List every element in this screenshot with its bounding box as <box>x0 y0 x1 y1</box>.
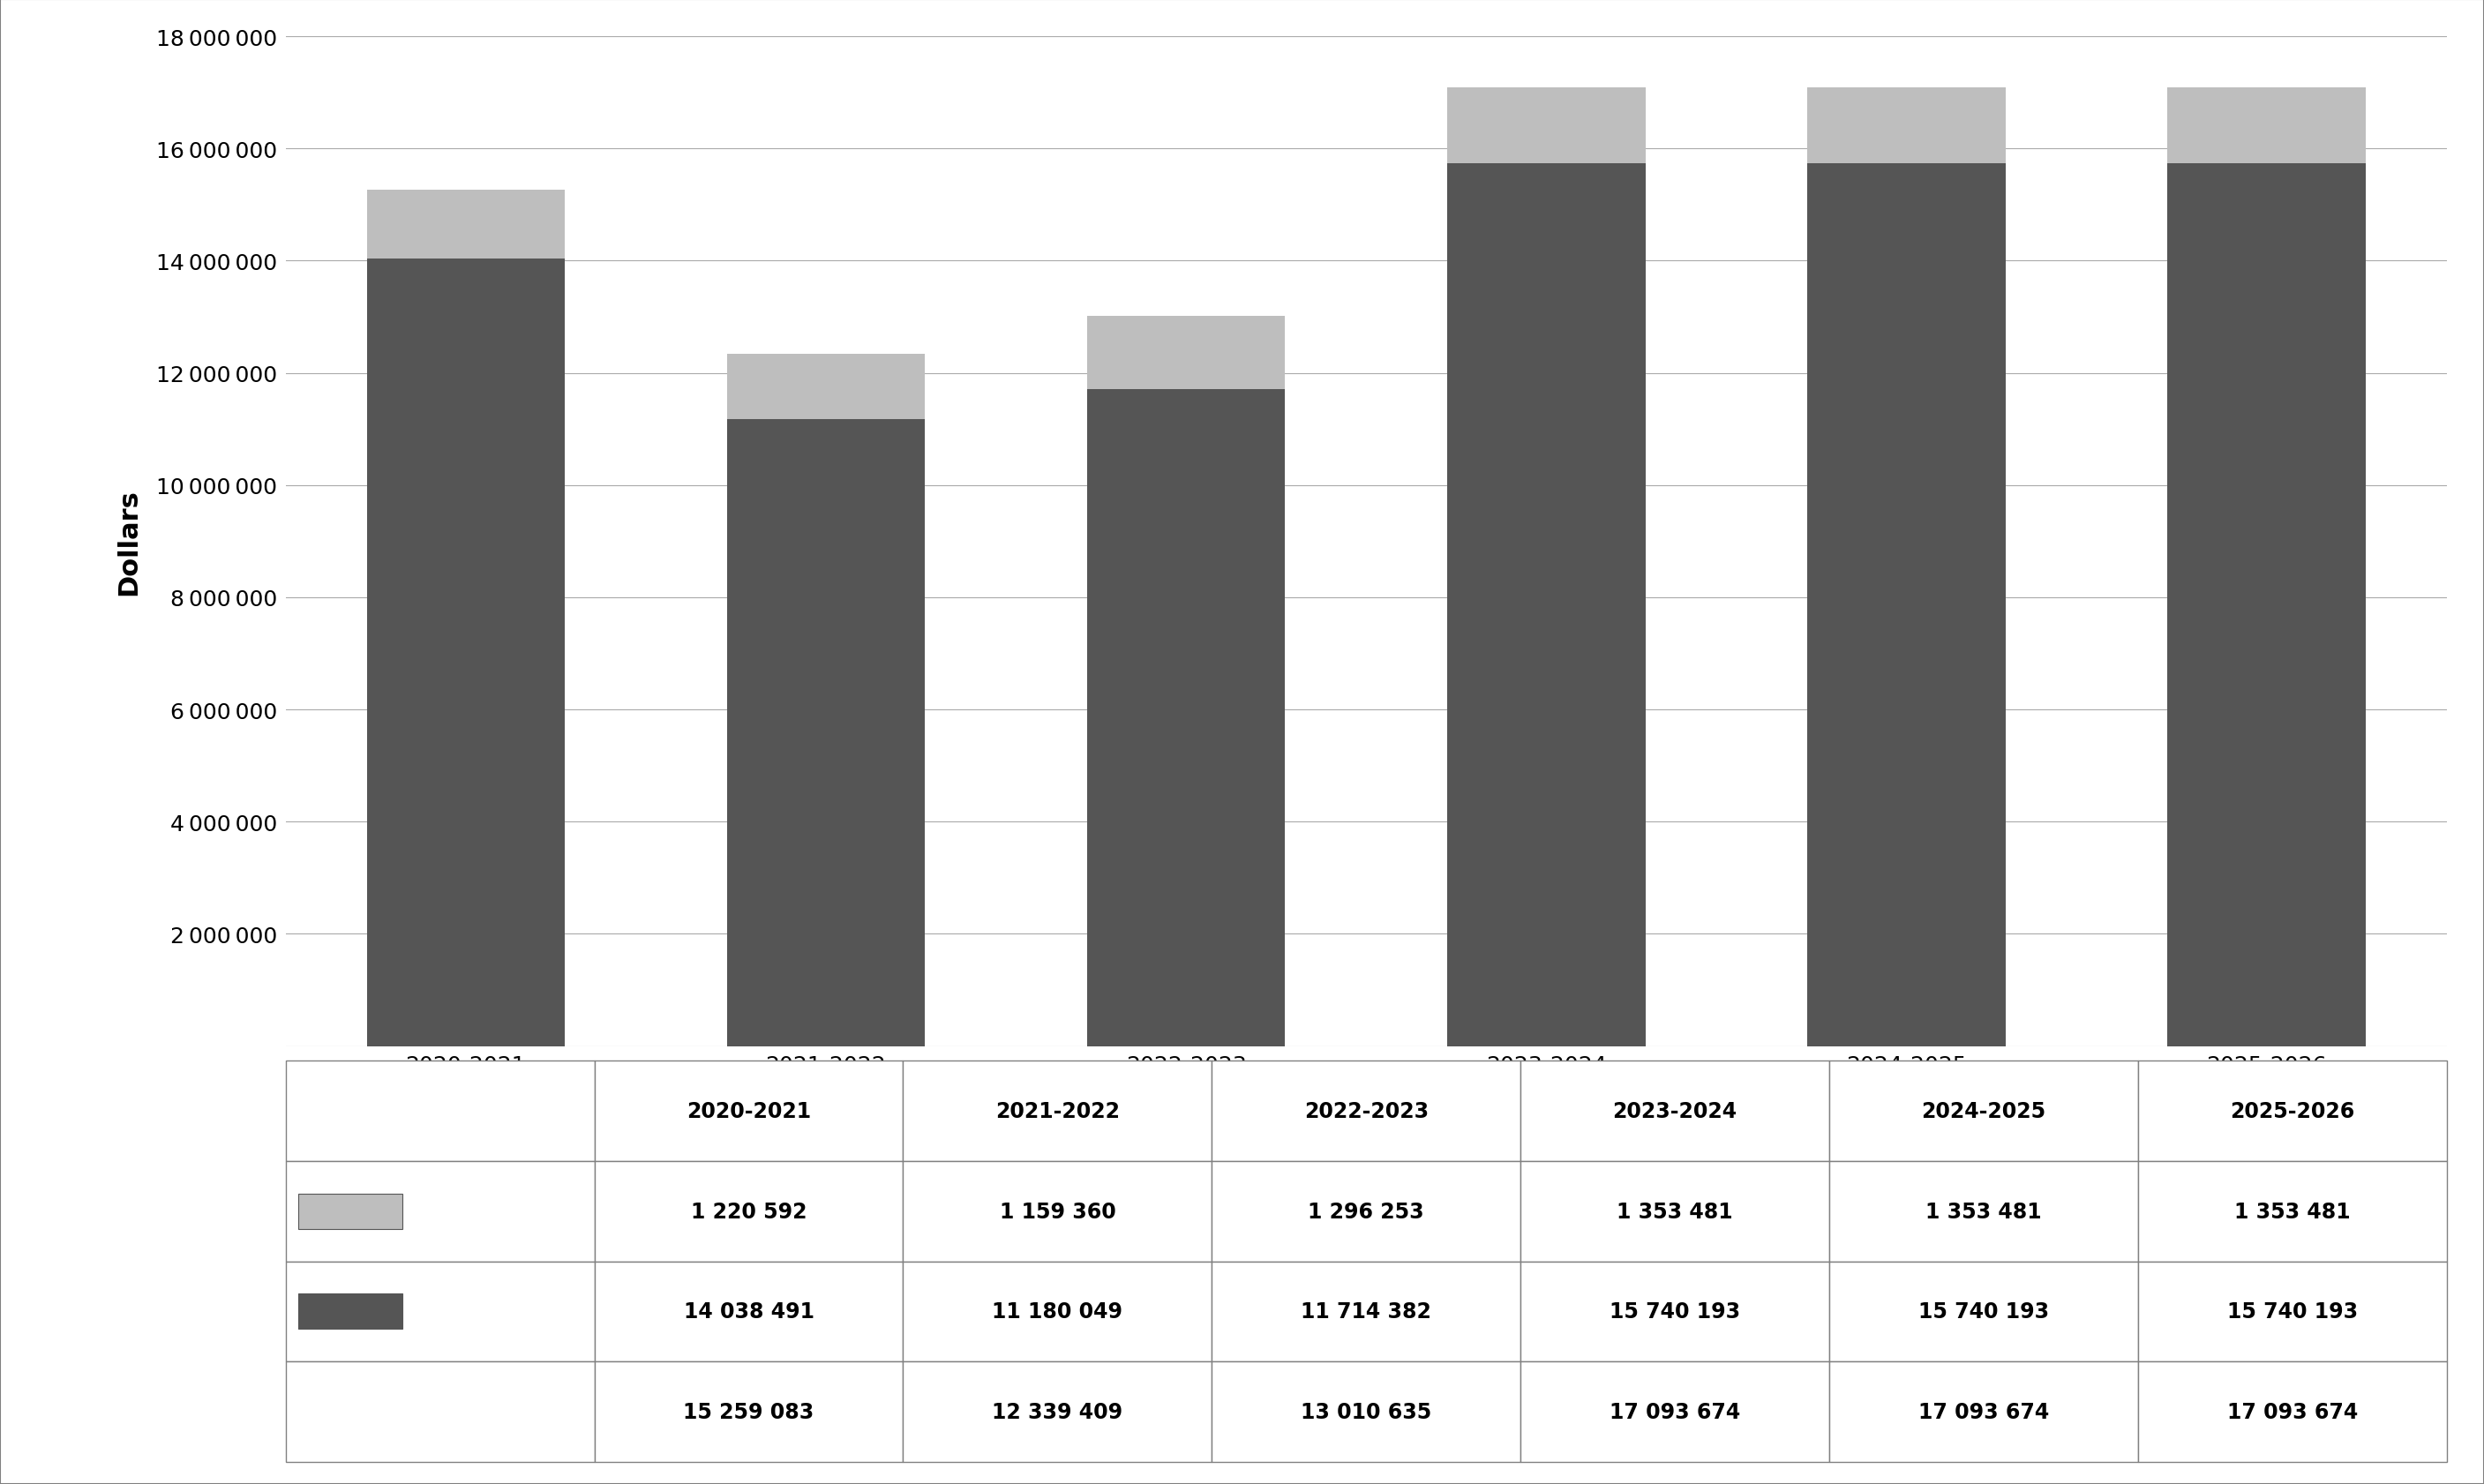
Bar <box>298 1294 402 1330</box>
Bar <box>1088 316 1284 389</box>
Bar <box>2169 88 2365 163</box>
Bar <box>368 260 564 1046</box>
Bar <box>2169 163 2365 1046</box>
Bar <box>1808 88 2005 163</box>
Bar <box>368 191 564 260</box>
Bar <box>1808 163 2005 1046</box>
Bar <box>1448 88 1644 163</box>
Bar <box>728 355 924 420</box>
Bar <box>298 1193 402 1229</box>
Bar <box>1088 389 1284 1046</box>
Y-axis label: Dollars: Dollars <box>117 488 142 595</box>
Bar <box>1448 163 1644 1046</box>
Bar <box>728 420 924 1046</box>
